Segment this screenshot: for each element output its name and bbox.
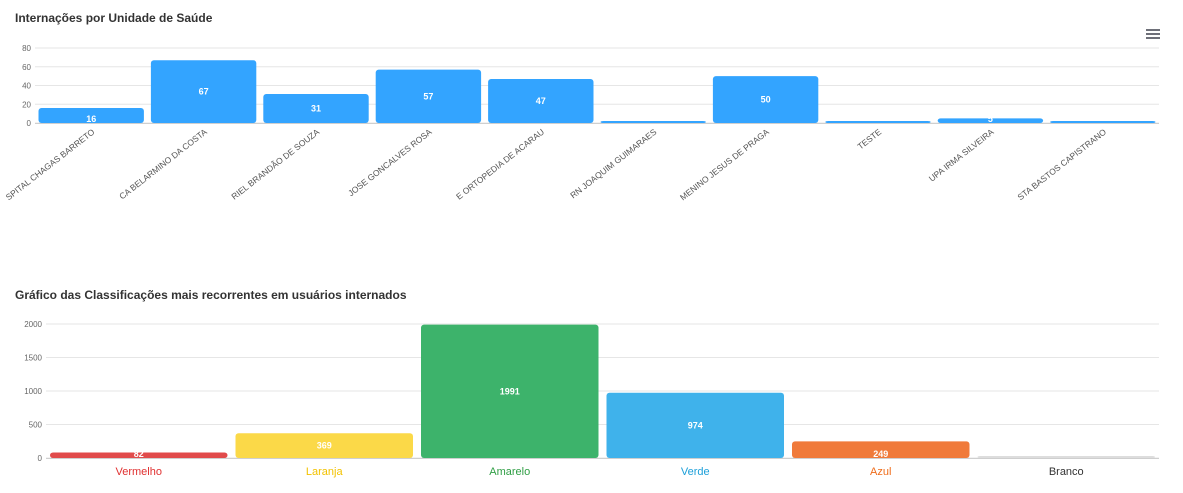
x-tick-label: Azul — [870, 466, 891, 478]
bar — [600, 121, 706, 123]
bar — [488, 78, 594, 123]
bar — [937, 118, 1044, 123]
y-tick-label: 40 — [22, 82, 31, 91]
y-tick-label: 60 — [22, 63, 31, 72]
bar — [263, 93, 369, 123]
y-tick-label: 0 — [27, 119, 32, 128]
bar-value-label: 47 — [536, 96, 546, 106]
bar-value-label: 16 — [86, 114, 96, 124]
bar — [977, 456, 1155, 458]
x-tick-label: Vermelho — [116, 466, 162, 478]
menu-line-icon — [1146, 29, 1160, 31]
x-tick-label: Branco — [1049, 466, 1084, 478]
y-tick-label: 0 — [38, 454, 43, 463]
x-tick-label: Amarelo — [489, 466, 530, 478]
bar — [375, 69, 482, 123]
bar — [606, 392, 784, 458]
bar-value-label: 369 — [317, 441, 332, 451]
bar-value-label: 50 — [761, 95, 771, 105]
bar-value-label: 67 — [199, 87, 209, 97]
y-tick-label: 500 — [29, 421, 43, 430]
y-tick-label: 2000 — [24, 320, 42, 329]
bar-value-label: 57 — [423, 91, 433, 101]
bar — [50, 452, 228, 458]
menu-line-icon — [1146, 33, 1160, 35]
y-tick-label: 1000 — [24, 387, 42, 396]
bar — [712, 76, 819, 123]
bar — [150, 60, 257, 123]
bar-value-label: 5 — [988, 114, 993, 124]
bar — [421, 324, 599, 458]
y-tick-label: 20 — [22, 100, 31, 109]
bar-value-label: 249 — [873, 449, 888, 459]
bar-value-label: 1991 — [500, 386, 520, 396]
menu-icon[interactable] — [1146, 29, 1160, 41]
bar-value-label: 82 — [134, 449, 144, 459]
menu-line-icon — [1146, 37, 1160, 39]
y-tick-label: 1500 — [24, 354, 42, 363]
y-tick-label: 80 — [22, 44, 31, 53]
bar — [38, 108, 144, 123]
x-tick-label: Laranja — [306, 466, 344, 478]
bar — [1050, 121, 1156, 123]
bar — [235, 433, 413, 458]
bar-value-label: 974 — [688, 420, 703, 430]
x-tick-label: Verde — [681, 466, 710, 478]
bar-value-label: 31 — [311, 103, 321, 113]
bar — [792, 441, 970, 458]
bar — [825, 121, 931, 123]
chart-title-classificacoes: Gráfico das Classificações mais recorren… — [15, 288, 407, 302]
chart-title-internacoes: Internações por Unidade de Saúde — [15, 11, 213, 25]
